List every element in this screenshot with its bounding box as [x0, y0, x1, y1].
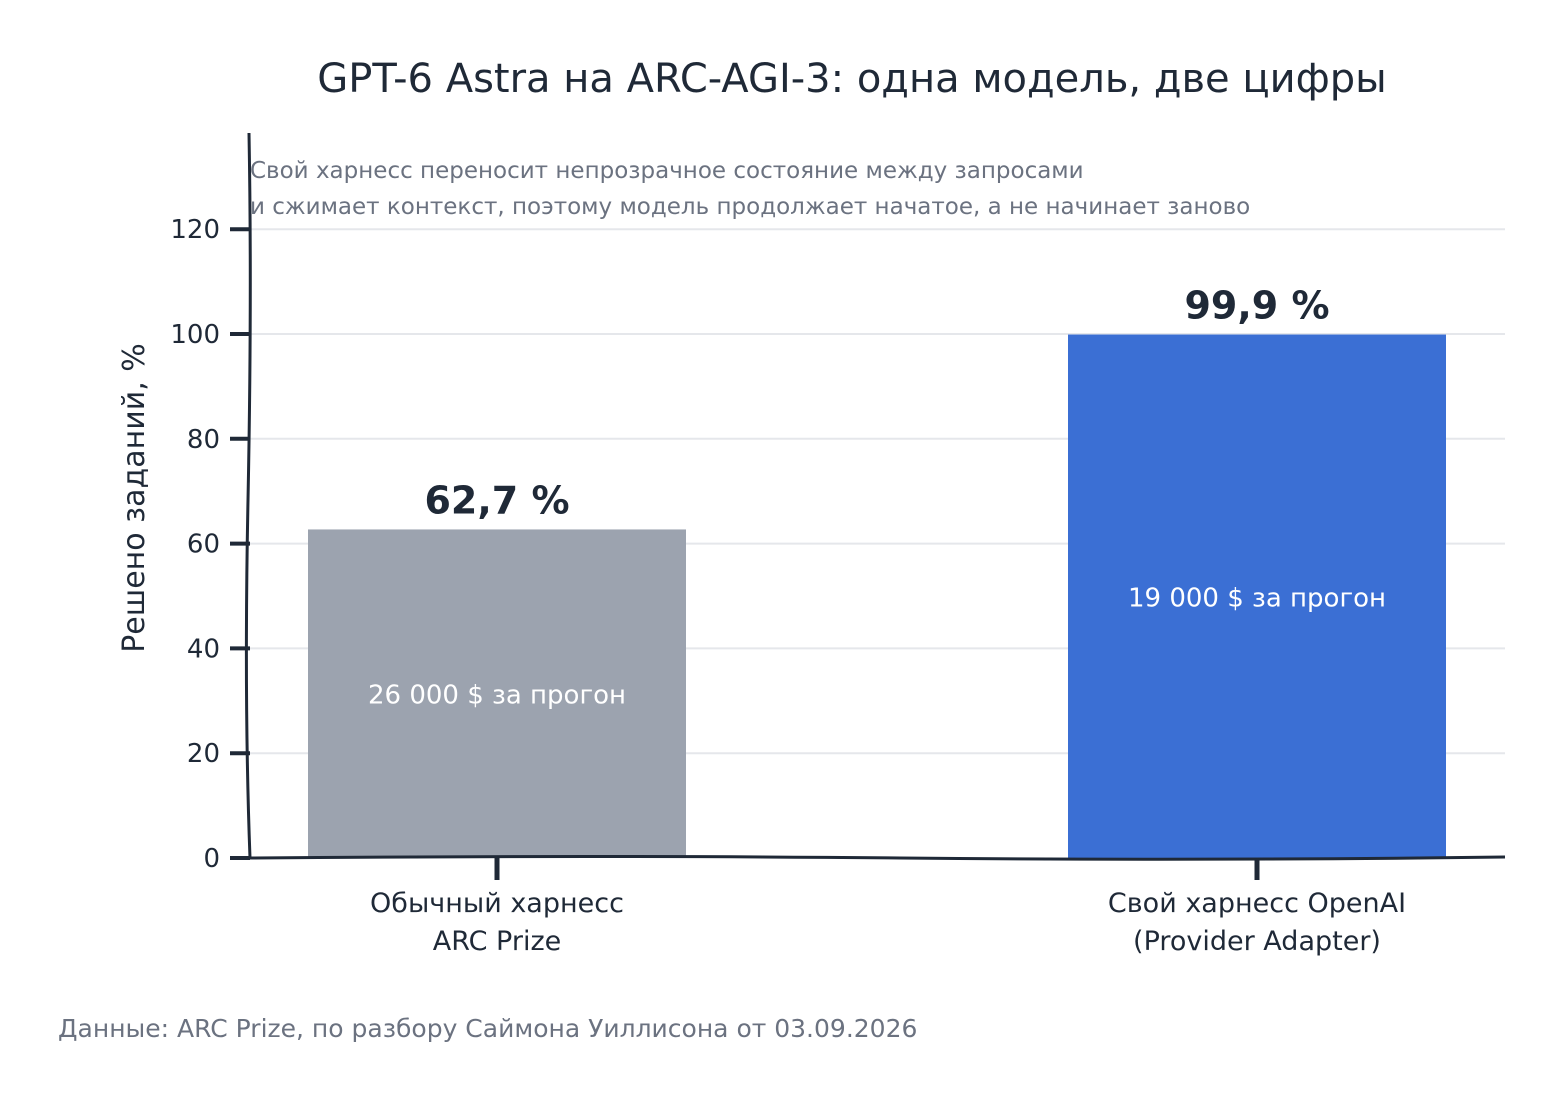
- bar-value-label: 99,9 %: [1184, 284, 1329, 328]
- chart-subtitle-line-2: и сжимает контекст, поэтому модель продо…: [250, 194, 1250, 220]
- axes: 0 20 40 60 80 100 120: [170, 132, 1506, 880]
- x-category-label: Свой харнесс OpenAI: [1108, 888, 1406, 919]
- bar-cost-label: 19 000 $ за прогон: [1128, 583, 1386, 613]
- y-tick-label: 100: [170, 320, 220, 350]
- y-tick-label: 60: [187, 530, 220, 560]
- x-axis-line: [249, 855, 1506, 861]
- y-axis-label: Решено заданий, %: [117, 343, 152, 653]
- labels: 62,7 % 26 000 $ за прогон Обычный харнесс A…: [368, 284, 1406, 957]
- source-note: Данные: ARC Prize, по разбору Саймона Уи…: [58, 1014, 917, 1043]
- x-category-label: Обычный харнесс: [370, 888, 624, 919]
- y-tick-label: 20: [187, 739, 220, 769]
- y-tick-label: 0: [203, 844, 220, 874]
- y-tick-label: 120: [170, 215, 220, 245]
- y-tick-label: 40: [187, 634, 220, 664]
- x-category-label: (Provider Adapter): [1133, 926, 1381, 957]
- bar: [1068, 334, 1446, 858]
- x-category-label: ARC Prize: [433, 926, 562, 957]
- chart-subtitle-line-1: Свой харнесс переносит непрозрачное сост…: [250, 158, 1084, 184]
- y-axis-line: [244, 132, 252, 859]
- bar-value-label: 62,7 %: [424, 478, 569, 522]
- chart-title: GPT-6 Astra на ARC-AGI-3: одна модель, д…: [317, 56, 1387, 102]
- bars: [308, 334, 1446, 858]
- bar: [308, 529, 686, 858]
- bar-cost-label: 26 000 $ за прогон: [368, 681, 626, 711]
- y-tick-label: 80: [187, 425, 220, 455]
